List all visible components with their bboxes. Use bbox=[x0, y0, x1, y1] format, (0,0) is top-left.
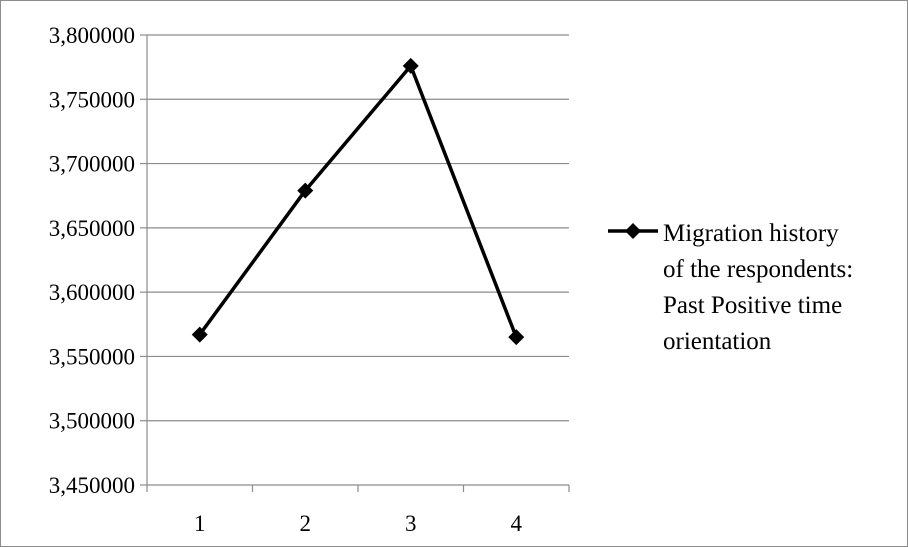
y-tick-labels: 3,800000 3,750000 3,700000 3,650000 3,600000… bbox=[49, 23, 135, 498]
x-tick-label: 3 bbox=[405, 511, 417, 536]
x-tick-label: 4 bbox=[511, 511, 523, 536]
legend-label: Past Positive time bbox=[663, 292, 842, 319]
x-tick-label: 1 bbox=[194, 511, 206, 536]
gridlines bbox=[147, 34, 569, 422]
legend-label: of the respondents: bbox=[663, 256, 853, 283]
series-layer bbox=[191, 57, 525, 346]
data-point bbox=[297, 182, 314, 199]
legend-marker-icon bbox=[625, 223, 641, 239]
y-tick-label: 3,650000 bbox=[49, 216, 135, 241]
y-tick-label: 3,700000 bbox=[49, 152, 135, 177]
x-tick-label: 2 bbox=[300, 511, 312, 536]
data-point bbox=[191, 326, 208, 343]
y-tick-label: 3,750000 bbox=[49, 87, 135, 112]
x-tick-labels: 1 2 3 4 bbox=[194, 511, 523, 536]
axes bbox=[140, 34, 570, 492]
y-tick-label: 3,550000 bbox=[49, 344, 135, 369]
legend-label: orientation bbox=[663, 328, 772, 355]
y-tick-label: 3,450000 bbox=[49, 473, 135, 498]
data-point bbox=[508, 329, 525, 346]
legend: Migration history of the respondents: Past… bbox=[608, 220, 853, 355]
legend-label: Migration history bbox=[663, 220, 839, 247]
y-tick-label: 3,500000 bbox=[49, 409, 135, 434]
data-point bbox=[402, 57, 419, 74]
series-line bbox=[198, 64, 518, 338]
y-tick-label: 3,600000 bbox=[49, 280, 135, 305]
y-tick-label: 3,800000 bbox=[49, 23, 135, 48]
